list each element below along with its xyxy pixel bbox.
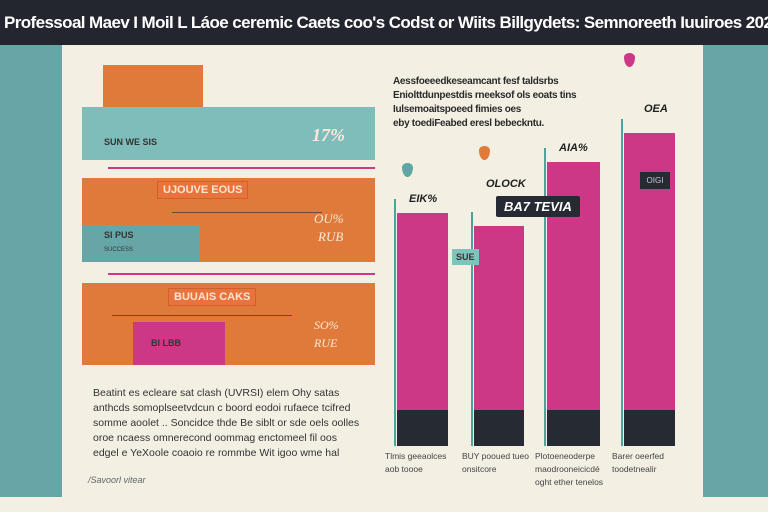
bar-accent-line — [394, 199, 396, 446]
bar-base — [624, 410, 675, 446]
drop-icon — [624, 53, 635, 67]
title-bar: Professoal Maev I Moil L Láoe ceremic Ca… — [0, 0, 768, 45]
drop-icon — [479, 146, 490, 160]
drop-icon — [402, 163, 413, 177]
row2-sub-note: SUCCESS — [104, 247, 134, 253]
connector-line — [172, 212, 322, 213]
row2-tag: UJOUVE EOUS — [157, 181, 249, 199]
bar4-callout-box: OIGI — [640, 172, 670, 189]
category-label: Plotoeneoderpe maodrooneicicdé oght ethe… — [535, 451, 604, 487]
row2-value-2: RUB — [318, 229, 344, 244]
bar — [474, 226, 524, 410]
divider — [108, 273, 375, 275]
row3-bar: BUUAIS CAKS BI LBB SO% RUE — [82, 283, 375, 365]
chart-description-line: Eniolttdunpestdis rneeksof ols eoats tin… — [393, 90, 577, 101]
row3-box: BI LBB — [133, 322, 225, 365]
row1-value: 17% — [312, 125, 345, 145]
row3-value-2: RUE — [314, 336, 338, 350]
category-label: BUY pooued tueo onsitcore — [462, 451, 529, 474]
row3-value-1: SO% — [314, 318, 339, 332]
data-label: EIK% — [409, 193, 438, 205]
divider — [108, 167, 375, 169]
dark-callout-tag: BA7 TEVIA — [496, 196, 580, 217]
right-teal-strip — [703, 45, 768, 497]
connector-line — [112, 315, 292, 316]
data-label: AIA% — [559, 142, 588, 154]
bar-base — [397, 410, 448, 446]
description-paragraph: Beatint es ecleare sat clash (UVRSI) ele… — [93, 386, 393, 461]
row1-label: SUN WE SIS — [104, 137, 158, 147]
category-label: Tlmis geeaolces aob toooe — [385, 451, 447, 474]
bar-base — [474, 410, 524, 446]
data-label: OEA — [644, 103, 668, 115]
paragraph-line: oroe ncaess omnerecond oommag enctomeel … — [93, 432, 337, 444]
category-label: Barer oeerfed toodetnealir — [612, 451, 664, 474]
footnote: /Savoorl vitear — [88, 475, 146, 485]
left-teal-strip — [0, 45, 62, 497]
bar-base — [547, 410, 600, 446]
row3-tag: BUUAIS CAKS — [168, 288, 257, 306]
chart-description: Aessfoeeedkeseamcant fesf taldsrbs Eniol… — [393, 75, 577, 131]
paragraph-line: anthcds somoplseetvdcun c boord eodoi ru… — [93, 402, 351, 414]
row2-sub-label: SI PUS — [104, 230, 134, 240]
row1-bar: SUN WE SIS 17% — [82, 107, 375, 160]
paragraph-line: edgel e YeXoole coaoio re rommbe Wit igo… — [93, 447, 340, 459]
bar-accent-line — [471, 212, 473, 446]
bar-accent-line — [544, 148, 546, 446]
row2-sub-bar: SI PUS SUCCESS — [82, 225, 200, 262]
bar-accent-line — [621, 119, 623, 446]
chart-description-line: eby toediFeabed eresl bebeckntu. — [393, 118, 545, 129]
bar — [397, 213, 448, 410]
paragraph-line: somme aoolet .. Soncidce thde Be siblt o… — [93, 417, 360, 429]
data-label: OLOCK — [486, 178, 526, 190]
row3-box-label: BI LBB — [151, 338, 181, 348]
chart-description-line: Iulsemoaitspoeed fimies oes — [393, 104, 522, 115]
row2-bar: UJOUVE EOUS SI PUS SUCCESS OU% RUB — [82, 178, 375, 262]
row2-value-1: OU% — [314, 211, 344, 226]
paragraph-line: Beatint es ecleare sat clash (UVRSI) ele… — [93, 387, 340, 399]
chart-description-line: Aessfoeeedkeseamcant fesf taldsrbs — [393, 76, 559, 87]
small-callout-box: SUE — [452, 249, 479, 265]
